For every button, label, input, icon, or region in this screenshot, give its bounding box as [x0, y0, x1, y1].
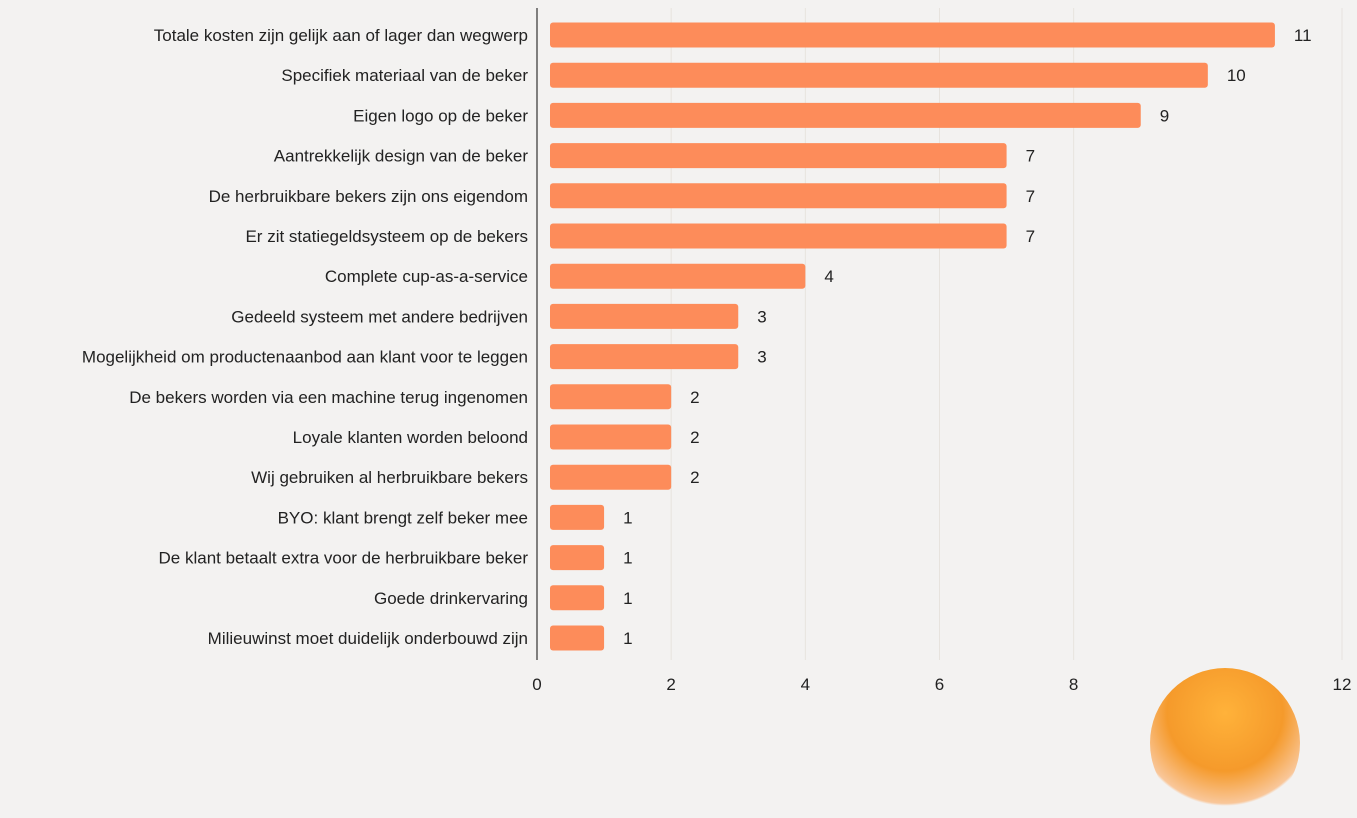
- bar: [550, 22, 1275, 48]
- value-label: 10: [1227, 66, 1246, 85]
- bar: [550, 62, 1208, 88]
- value-label: 2: [690, 428, 699, 447]
- value-label: 11: [1294, 26, 1312, 45]
- bar: [550, 424, 672, 450]
- value-label: 7: [1026, 187, 1035, 206]
- x-tick-label: 2: [666, 675, 675, 693]
- bar: [550, 223, 1007, 249]
- bar: [550, 384, 672, 410]
- category-label: Eigen logo op de beker: [353, 106, 528, 125]
- bar: [550, 344, 739, 370]
- bar: [550, 263, 806, 289]
- bar: [550, 183, 1007, 209]
- corner-logo-fragment: [1150, 668, 1300, 818]
- category-label: Goede drinkervaring: [374, 589, 528, 608]
- category-label: BYO: klant brengt zelf beker mee: [278, 508, 528, 527]
- bar: [550, 585, 605, 611]
- value-label: 1: [623, 549, 632, 568]
- x-tick-label: 4: [801, 675, 810, 693]
- x-tick-label: 8: [1069, 675, 1078, 693]
- category-label: Er zit statiegeldsysteem op de bekers: [245, 227, 528, 246]
- bar: [550, 102, 1141, 128]
- x-tick-label: 0: [532, 675, 541, 693]
- value-label: 1: [623, 508, 632, 527]
- category-label: De klant betaalt extra voor de herbruikb…: [159, 549, 529, 568]
- category-labels: Totale kosten zijn gelijk aan of lager d…: [82, 26, 528, 648]
- value-label: 3: [757, 348, 766, 367]
- bar: [550, 464, 672, 490]
- value-label: 2: [690, 468, 699, 487]
- x-tick-label: 12: [1333, 675, 1352, 693]
- chart-container: Totale kosten zijn gelijk aan of lager d…: [82, 8, 1351, 818]
- bar: [550, 625, 605, 651]
- x-axis-ticks: 0 2 4 6 8 12: [532, 675, 1351, 693]
- value-label: 7: [1026, 147, 1035, 166]
- category-label: Wij gebruiken al herbruikbare bekers: [251, 468, 528, 487]
- value-label: 3: [757, 307, 766, 326]
- category-label: Gedeeld systeem met andere bedrijven: [231, 307, 528, 326]
- x-tick-label: 6: [935, 675, 944, 693]
- category-label: Specifiek materiaal van de beker: [281, 66, 528, 85]
- category-label: Milieuwinst moet duidelijk onderbouwd zi…: [208, 629, 528, 648]
- category-label: Complete cup-as-a-service: [325, 267, 528, 286]
- category-label: Mogelijkheid om productenaanbod aan klan…: [82, 348, 528, 367]
- value-label: 9: [1160, 106, 1169, 125]
- category-label: Totale kosten zijn gelijk aan of lager d…: [154, 26, 528, 45]
- value-label: 1: [623, 629, 632, 648]
- bar: [550, 303, 739, 329]
- bar: [550, 545, 605, 571]
- bar: [550, 504, 605, 530]
- bars: [550, 22, 1275, 651]
- category-label: De herbruikbare bekers zijn ons eigendom: [209, 187, 528, 206]
- value-label: 2: [690, 388, 699, 407]
- bar: [550, 143, 1007, 169]
- value-label: 4: [824, 267, 833, 286]
- category-label: Aantrekkelijk design van de beker: [274, 147, 529, 166]
- category-label: De bekers worden via een machine terug i…: [129, 388, 528, 407]
- category-label: Loyale klanten worden beloond: [293, 428, 528, 447]
- bar-chart: Totale kosten zijn gelijk aan of lager d…: [82, 8, 1351, 693]
- value-label: 1: [623, 589, 632, 608]
- value-label: 7: [1026, 227, 1035, 246]
